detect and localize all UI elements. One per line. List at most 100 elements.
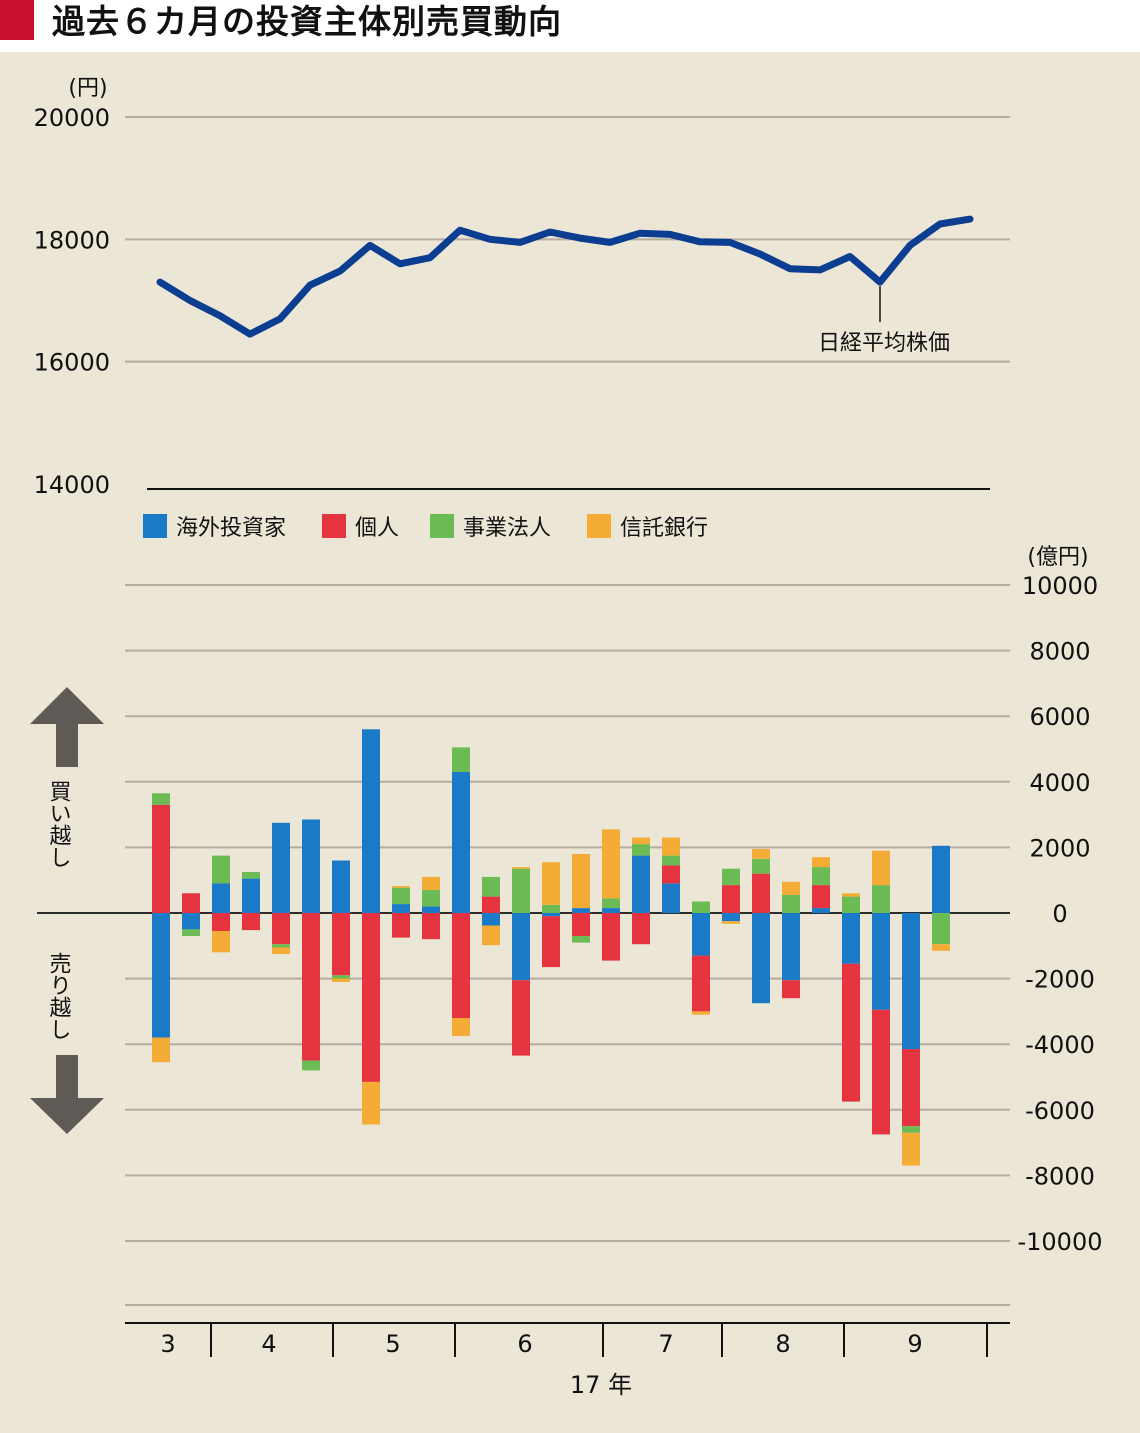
bar-segment [452,747,470,772]
bar-ylabel: (億円) [1027,545,1088,570]
line-chart-annotation: 日経平均株価 [818,286,950,356]
bar-segment [842,963,860,1102]
line-ytick-label: 18000 [34,226,110,254]
legend-label: 個人 [355,516,399,541]
bar-segment [332,913,350,976]
bar-segment [662,837,680,856]
bar-ytick-label: -6000 [1025,1097,1095,1125]
legend-label: 信託銀行 [620,516,708,541]
bar-segment [422,913,440,940]
bar-segment [272,947,290,954]
bar-segment [482,876,500,897]
bar-segment [902,1126,920,1133]
bar-ytick-label: 2000 [1029,834,1090,862]
bar-segment [392,913,410,938]
bar-segment [722,868,740,886]
bar-segment [362,913,380,1082]
bar-segment [632,844,650,856]
bar-segment [872,1009,890,1135]
bar-segment [542,913,560,917]
bar-segment [452,772,470,913]
bar-segment [362,1081,380,1125]
bar-segment [782,980,800,999]
bar-segment [512,913,530,981]
bar-segment [332,860,350,913]
buy-label: 買い越し [46,780,72,868]
bar-segment [602,913,620,961]
bar-segment [242,913,260,931]
bar-segment [392,886,410,888]
bar-segment [902,1132,920,1166]
bar-segment [722,885,740,913]
bar-segment [212,931,230,953]
bar-segment [392,904,410,913]
bar-segment [152,804,170,913]
bar-ytick-label: 8000 [1029,638,1090,666]
bar-segment [182,893,200,913]
bar-segment [932,913,950,945]
bar-segment [542,916,560,968]
bar-segment [752,913,770,1004]
bar-ytick-label: -4000 [1025,1031,1095,1059]
bar-ytick-label: 4000 [1029,769,1090,797]
line-ytick-label: 16000 [34,349,110,377]
bar-ytick-label: 10000 [1022,572,1098,600]
bar-segment [542,904,560,913]
bar-segment [302,819,320,913]
x-axis-label: 17 年 [570,1371,632,1399]
bar-segment [242,878,260,913]
line-ytick-label: 14000 [34,471,110,499]
bar-chart-xaxis: 3 4 5 6 7 8 9 17 年 [125,1322,1010,1399]
bar-segment [842,893,860,897]
bar-segment [242,872,260,879]
chart-title: 過去６カ月の投資主体別売買動向 [52,2,562,41]
bar-segment [692,913,710,956]
bar-ytick-label: 6000 [1029,703,1090,731]
title-bar: 過去６カ月の投資主体別売買動向 [0,0,1140,52]
bar-segment [422,906,440,913]
bar-segment [512,980,530,1056]
bar-segment [482,896,500,913]
bar-chart-bars [152,729,950,1166]
bar-segment [182,913,200,930]
bar-segment [272,944,290,948]
line-ylabel: (円) [68,76,107,101]
bar-segment [812,908,830,913]
month-label: 4 [261,1330,276,1358]
bar-segment [752,873,770,913]
bar-segment [572,936,590,943]
bar-segment [662,865,680,884]
bar-segment [482,913,500,926]
bar-segment [722,921,740,924]
bar-segment [902,913,920,1050]
legend: 海外投資家 個人 事業法人 信託銀行 [143,514,708,541]
bar-segment [572,908,590,913]
bar-segment [812,867,830,886]
bar-segment [632,913,650,945]
bar-segment [212,855,230,884]
bar-segment [152,913,170,1038]
legend-swatch [322,514,346,538]
bar-segment [602,898,620,908]
legend-label: 事業法人 [463,516,551,541]
bar-segment [302,1060,320,1071]
bar-segment [872,913,890,1010]
month-label: 9 [907,1330,922,1358]
bar-segment [692,1011,710,1015]
bar-segment [152,793,170,805]
bar-segment [452,913,470,1018]
bar-ytick-label: 0 [1052,900,1067,928]
month-label: 8 [775,1330,790,1358]
bar-segment [332,975,350,979]
bar-ytick-label: -10000 [1017,1228,1102,1256]
bar-segment [482,925,500,946]
bar-segment [512,868,530,913]
line-chart-gridlines [125,116,1010,490]
bar-segment [722,913,740,922]
bar-segment [632,855,650,913]
chart-panel: 20000 18000 16000 14000 (円) 日経平均株価 海外投資家 個人 事業… [0,52,1140,1433]
bar-segment [782,881,800,895]
sell-arrow-icon [30,1055,104,1134]
